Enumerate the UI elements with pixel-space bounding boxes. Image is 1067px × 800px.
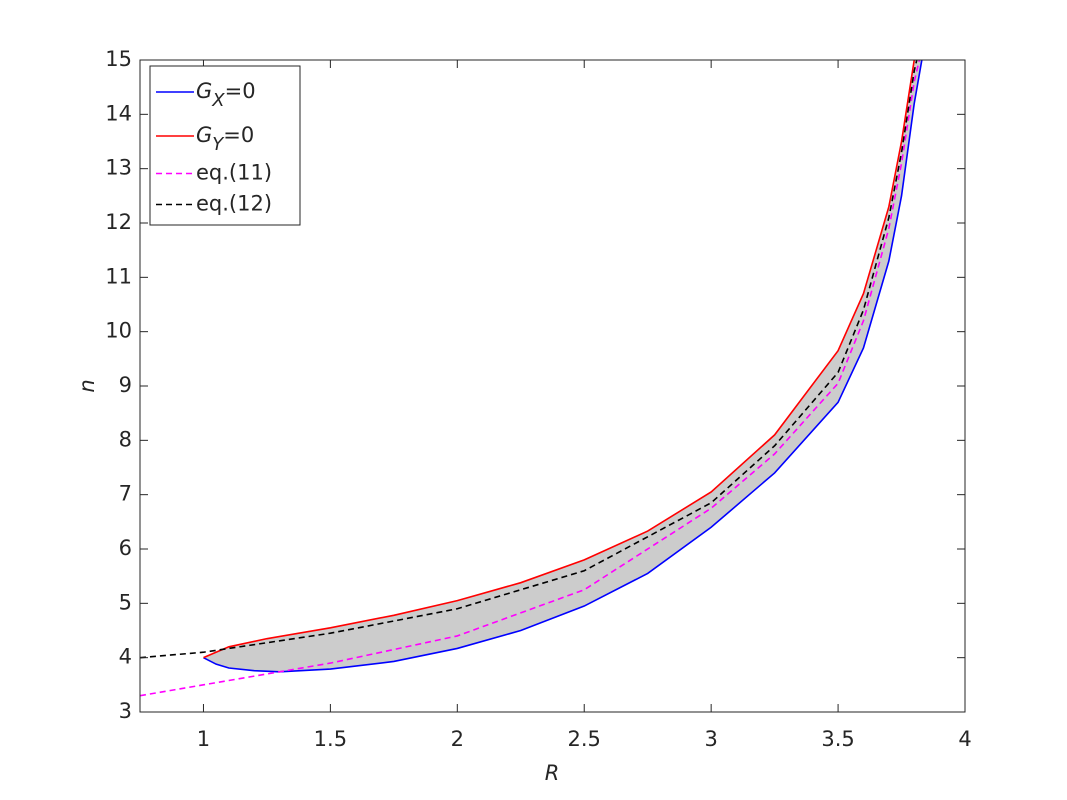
y-tick-label: 5 [119,590,132,614]
y-tick-label: 12 [105,210,132,234]
y-tick-label: 9 [119,373,132,397]
x-tick-label: 2.5 [568,727,601,751]
x-tick-label: 4 [958,727,971,751]
x-tick-label: 2 [451,727,464,751]
y-tick-label: 8 [119,427,132,451]
y-tick-label: 6 [119,536,132,560]
series-line [140,60,918,659]
y-tick-label: 3 [119,699,132,723]
x-tick-label: 1.5 [314,727,347,751]
legend-label: GY=0 [196,123,254,155]
legend-label: eq.(11) [196,161,272,185]
y-tick-label: 11 [105,264,132,288]
x-tick-label: 1 [197,727,210,751]
y-tick-label: 15 [105,47,132,71]
legend-label: GX=0 [196,79,256,111]
y-axis-label: n [75,379,99,392]
y-tick-label: 4 [119,645,132,669]
series-line [203,60,923,673]
x-tick-label: 3.5 [821,727,854,751]
shaded-region [203,60,922,672]
y-tick-label: 7 [119,482,132,506]
y-tick-label: 14 [105,101,132,125]
series-line [203,60,916,659]
x-tick-label: 3 [704,727,717,751]
series-line [140,60,921,697]
x-axis-label: R [545,761,560,785]
y-tick-label: 10 [105,319,132,343]
legend-label: eq.(12) [196,192,272,216]
y-tick-label: 13 [105,156,132,180]
